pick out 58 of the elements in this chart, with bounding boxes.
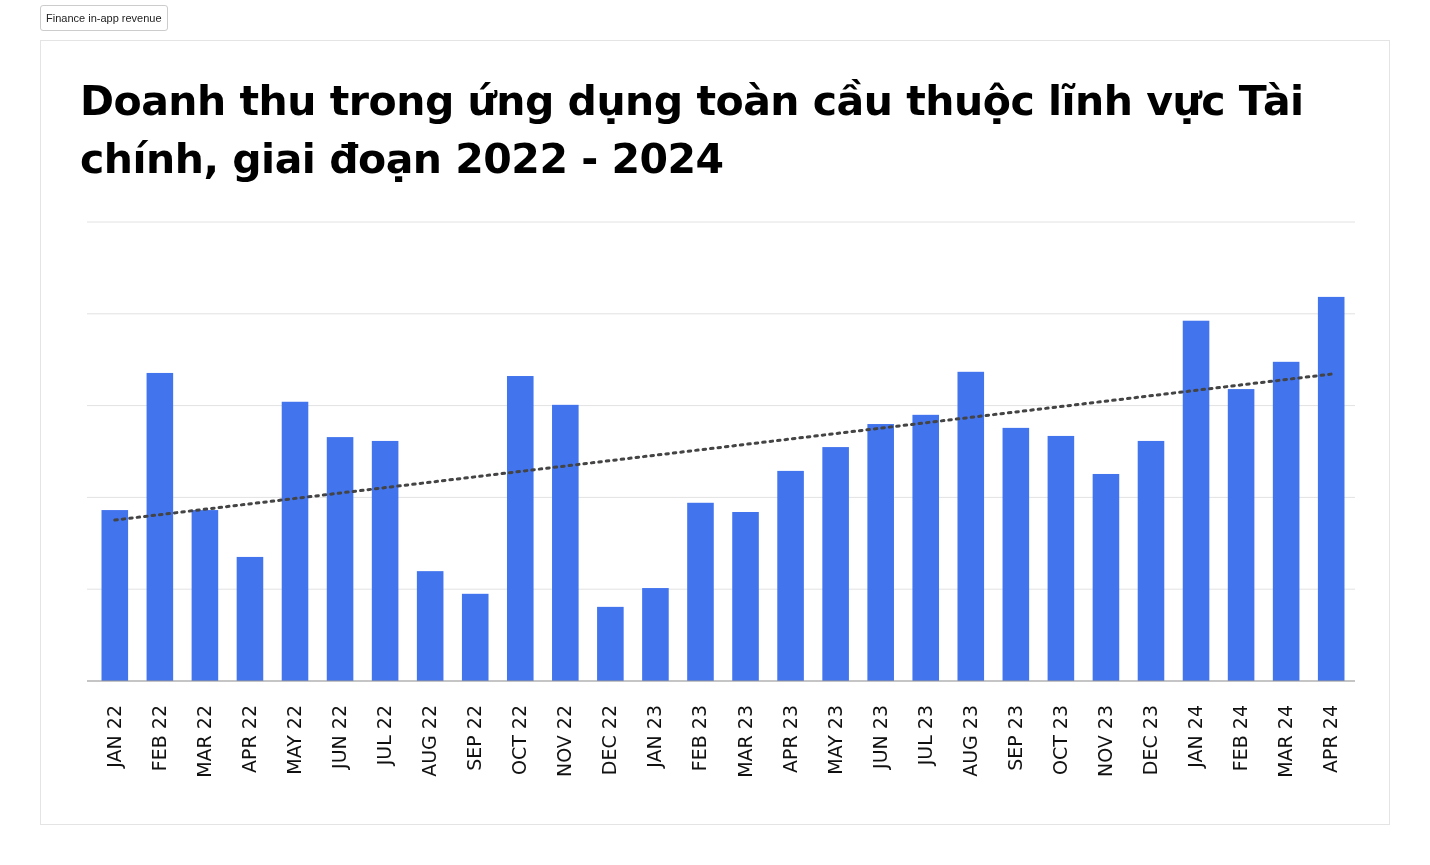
bar [1092,473,1120,681]
bar [236,556,264,681]
x-tick-label: JUL 23 [913,705,936,767]
x-tick-label: APR 24 [1319,705,1342,773]
x-tick-label: JAN 24 [1184,705,1207,769]
x-tick-label: NOV 22 [553,705,576,778]
chart-title: Doanh thu trong ứng dụng toàn cầu thuộc lĩnh vực Tài chính, giai đoạn 2022 - 2024 [80,76,1305,185]
x-tick-label: SEP 22 [463,705,486,771]
x-tick-label: MAR 24 [1274,705,1297,778]
bar [101,510,129,681]
bar [1317,296,1345,681]
bar [597,606,624,681]
x-tick-label: DEC 23 [1138,705,1161,776]
x-tick-label: AUG 22 [418,705,441,777]
x-tick-label: OCT 22 [508,705,531,776]
bar [912,414,940,681]
bar [867,424,894,681]
x-tick-label: JAN 23 [643,705,666,769]
bar [1002,427,1030,681]
bar [371,440,399,681]
text: Finance in-app revenue [40,5,168,31]
bar [552,404,579,681]
bar [1182,320,1210,681]
x-tick-label: MAR 22 [192,705,215,778]
bar [416,571,444,681]
bar [326,437,354,681]
bar [1272,361,1300,681]
bar [191,510,219,681]
bar [146,372,174,681]
bar [506,376,534,681]
bar [1047,435,1075,681]
bar [957,371,985,681]
x-tick-label: SEP 23 [1003,705,1026,771]
x-tick-label: JUN 23 [868,705,891,770]
bar [822,447,849,681]
x-tick-label: MAY 23 [823,705,846,775]
bar [642,588,669,681]
x-tick-label: NOV 23 [1093,705,1116,778]
x-tick-label: FEB 24 [1229,705,1252,772]
bar [777,470,804,681]
x-tick-label: JAN 22 [102,705,125,769]
bar [461,593,489,681]
x-tick-label: AUG 23 [958,705,981,777]
x-tick-label: MAY 22 [283,705,306,775]
x-tick-label: APR 22 [237,705,260,773]
x-tick-label: JUN 22 [328,705,351,770]
x-tick-label: FEB 22 [147,705,170,772]
x-tick-label: JUL 22 [373,705,396,767]
x-tick-label: MAR 23 [733,705,756,778]
x-tick-label: APR 23 [778,705,801,773]
bar [281,401,309,681]
x-tick-label: OCT 23 [1048,705,1071,776]
x-tick-label: FEB 23 [688,705,711,772]
bar [1227,389,1255,681]
bar [1137,440,1165,681]
bar [732,512,759,681]
bar [687,502,714,681]
x-tick-label: DEC 22 [598,705,621,776]
